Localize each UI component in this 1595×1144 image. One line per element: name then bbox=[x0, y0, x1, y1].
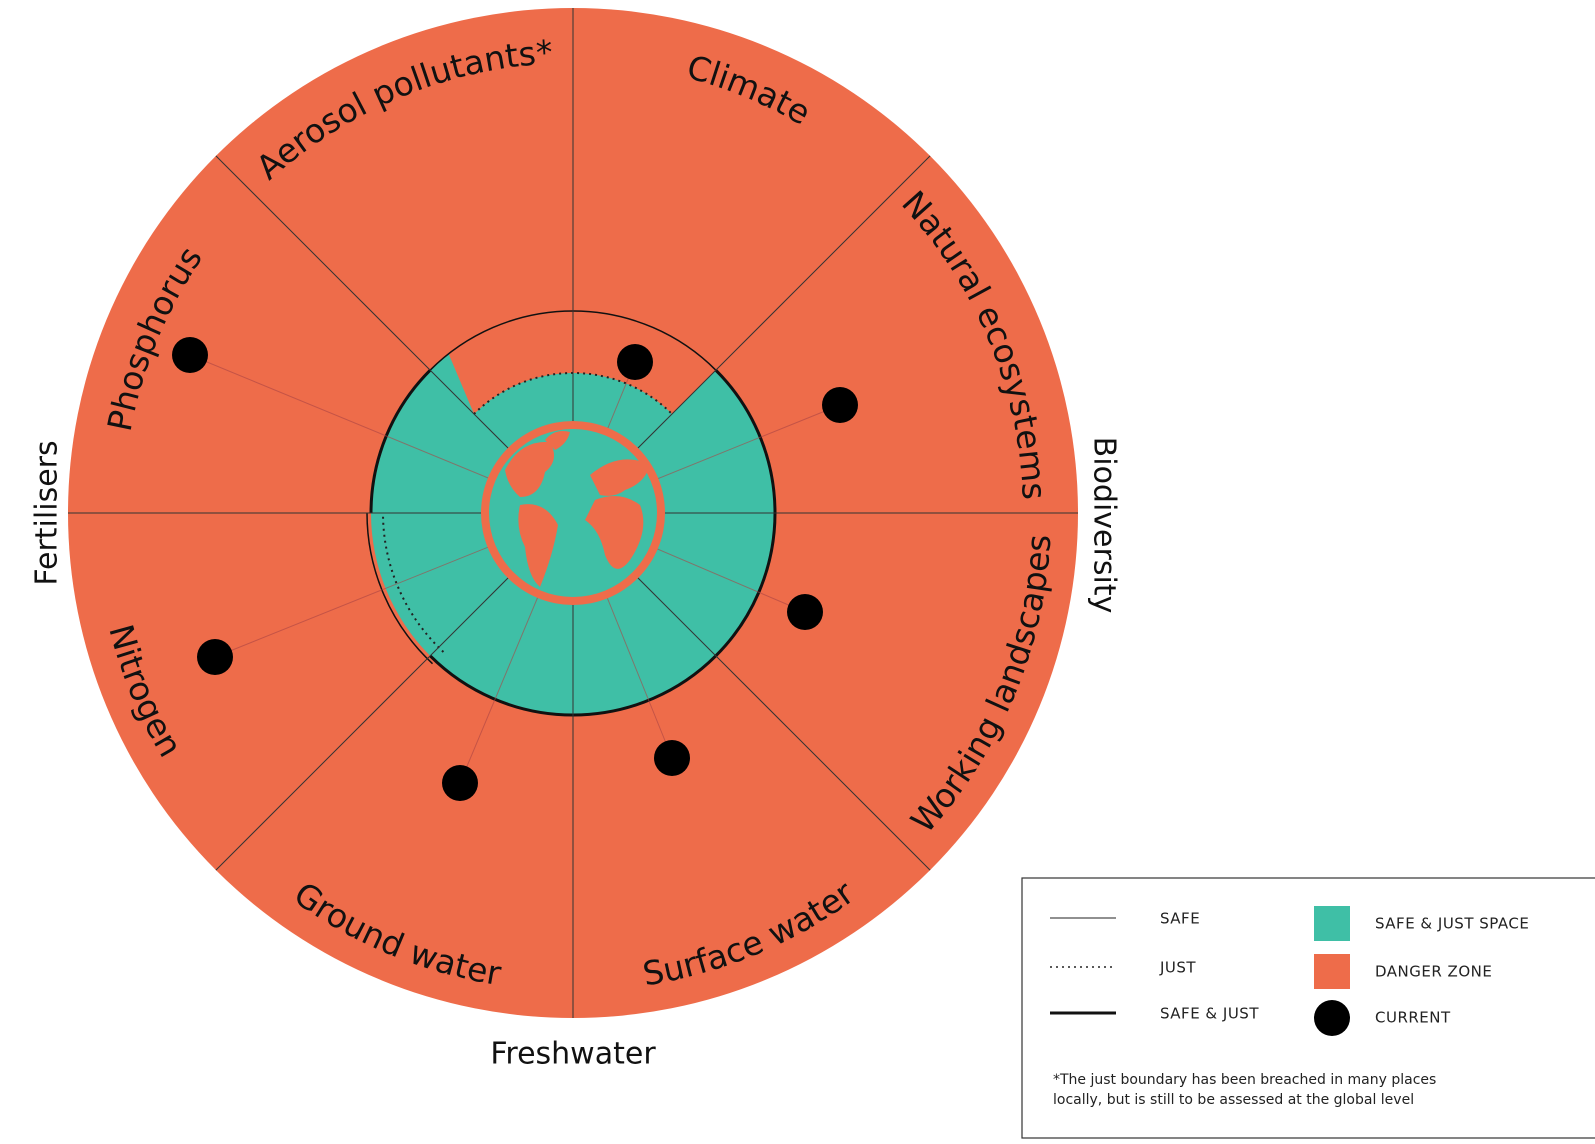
earth-land bbox=[545, 431, 570, 450]
legend-swatch bbox=[1314, 954, 1350, 989]
current-marker bbox=[172, 337, 208, 373]
legend-swatch bbox=[1314, 1000, 1350, 1036]
current-marker bbox=[822, 387, 858, 423]
legend-label: SAFE bbox=[1160, 910, 1200, 928]
current-marker bbox=[787, 594, 823, 630]
legend-label: DANGER ZONE bbox=[1375, 963, 1492, 981]
current-marker bbox=[654, 740, 690, 776]
current-marker bbox=[197, 639, 233, 675]
earth-land bbox=[518, 504, 558, 587]
group-label: Biodiversity bbox=[1087, 437, 1122, 614]
current-marker bbox=[617, 344, 653, 380]
group-label: Fertilisers bbox=[30, 440, 65, 585]
legend-box bbox=[1021, 877, 1595, 1139]
legend-label: SAFE & JUST SPACE bbox=[1375, 915, 1529, 933]
legend-swatch bbox=[1314, 906, 1350, 941]
legend-label: SAFE & JUST bbox=[1160, 1005, 1259, 1023]
earth-land bbox=[590, 459, 650, 496]
legend-label: CURRENT bbox=[1375, 1009, 1451, 1027]
footnote: *The just boundary has been breached in … bbox=[1053, 1072, 1436, 1088]
legend: SAFE JUST SAFE & JUST SAFE & JUST SPACE … bbox=[1021, 877, 1595, 1139]
current-marker bbox=[442, 765, 478, 801]
safe-boundary bbox=[366, 512, 434, 665]
footnote: locally, but is still to be assessed at … bbox=[1053, 1092, 1414, 1108]
just-boundary bbox=[382, 512, 445, 653]
legend-label: JUST bbox=[1159, 959, 1196, 977]
group-label: Freshwater bbox=[490, 1037, 656, 1072]
earth-land bbox=[585, 496, 644, 569]
safe-just-space bbox=[430, 353, 475, 415]
earth-land bbox=[505, 441, 554, 497]
